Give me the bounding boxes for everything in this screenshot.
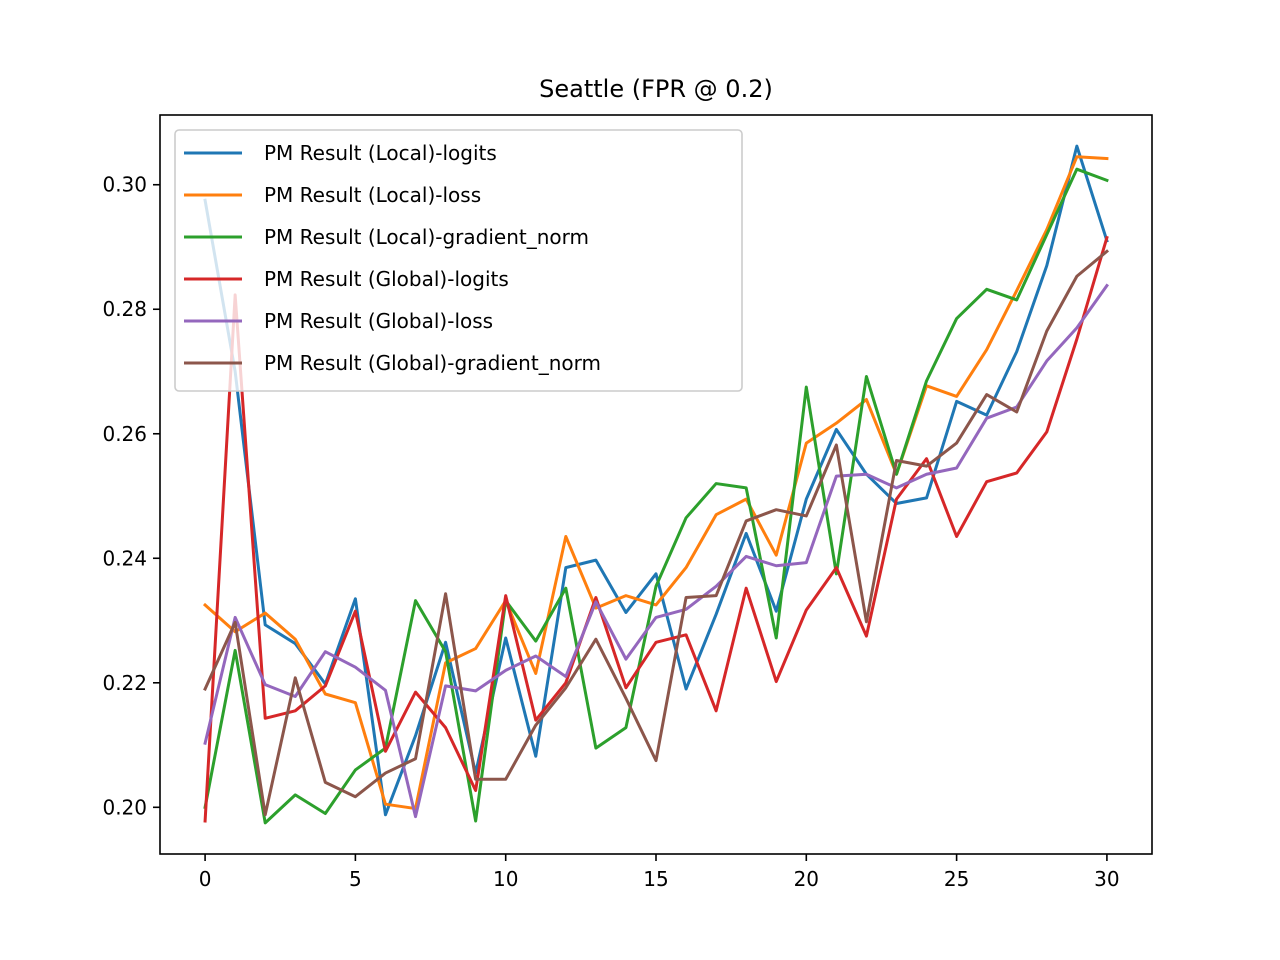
x-axis: 0 5 10 15 20 25 30: [199, 854, 1120, 891]
y-tick-label: 0.26: [102, 422, 147, 446]
x-tick-label: 20: [794, 867, 819, 891]
series-line-4: [203, 235, 1109, 823]
series-line-3: [203, 167, 1109, 825]
y-axis: 0.20 0.22 0.24 0.26 0.28 0.30: [102, 173, 160, 819]
legend-label: PM Result (Local)-gradient_norm: [264, 225, 589, 249]
series-line-6: [203, 249, 1110, 817]
series-lines: [202, 144, 1110, 825]
y-tick-label: 0.20: [102, 795, 147, 819]
chart-title: Seattle (FPR @ 0.2): [539, 75, 773, 103]
legend-label: PM Result (Global)-gradient_norm: [264, 351, 601, 375]
x-tick-label: 30: [1094, 867, 1119, 891]
x-tick-label: 15: [643, 867, 668, 891]
legend-label: PM Result (Local)-loss: [264, 183, 481, 207]
x-tick-label: 0: [199, 867, 212, 891]
series-line-5: [203, 283, 1110, 819]
y-tick-label: 0.30: [102, 173, 147, 197]
series-line-2: [202, 155, 1109, 811]
series-line-1: [203, 144, 1109, 817]
legend-box: [174, 129, 743, 392]
legend: PM Result (Local)-logits PM Result (Local…: [174, 129, 743, 392]
x-tick-label: 10: [493, 867, 518, 891]
legend-label: PM Result (Global)-loss: [264, 309, 493, 333]
y-tick-label: 0.24: [102, 546, 147, 570]
legend-label: PM Result (Local)-logits: [264, 141, 497, 165]
legend-label: PM Result (Global)-logits: [264, 267, 509, 291]
y-tick-label: 0.28: [102, 297, 147, 321]
x-tick-label: 25: [944, 867, 969, 891]
axes-frame: [159, 114, 1153, 855]
y-tick-label: 0.22: [102, 671, 147, 695]
x-tick-label: 5: [349, 867, 362, 891]
